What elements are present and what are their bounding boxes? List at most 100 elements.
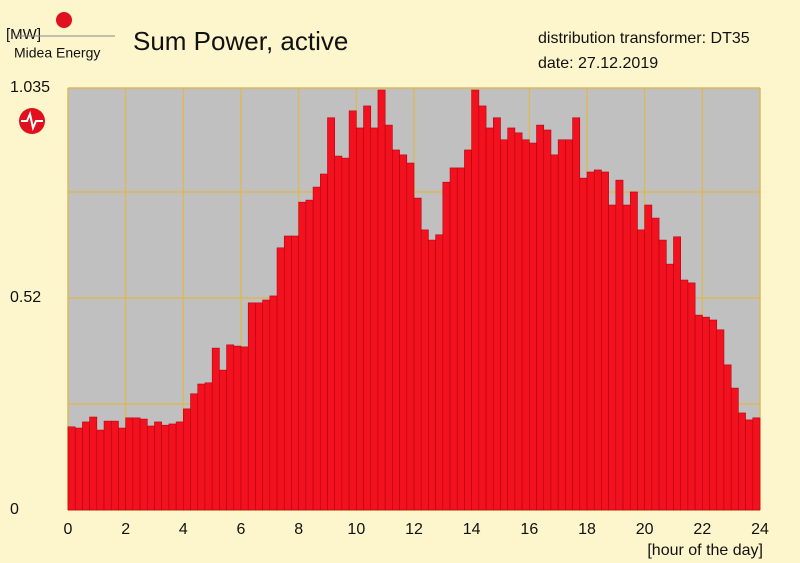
bar	[658, 239, 667, 511]
bar	[622, 204, 631, 511]
bar	[615, 179, 624, 511]
bar	[521, 139, 530, 511]
bar	[226, 344, 235, 511]
bar	[348, 110, 357, 511]
y-axis-label: [MW]	[6, 26, 41, 43]
x-tick-label: 2	[121, 521, 130, 538]
bar	[723, 364, 732, 511]
bar	[492, 117, 501, 511]
brand: Midea Energy	[14, 45, 100, 61]
bar	[219, 369, 227, 511]
bar	[110, 420, 119, 511]
bar	[687, 282, 696, 511]
bar	[629, 191, 638, 511]
y-tick-label: 0	[10, 501, 19, 518]
bar	[161, 424, 170, 511]
bar	[291, 235, 299, 511]
bar	[500, 139, 509, 511]
x-tick-label: 4	[179, 521, 188, 538]
bar	[730, 387, 739, 511]
bar	[103, 420, 112, 511]
bar	[752, 417, 761, 511]
bar	[529, 142, 537, 511]
bar	[471, 89, 480, 511]
bar	[125, 417, 134, 511]
y-tick-label: 0.52	[10, 289, 41, 306]
bar	[608, 204, 617, 511]
bar	[269, 295, 278, 511]
x-tick-label: 6	[237, 521, 246, 538]
bar	[413, 197, 422, 511]
bar	[298, 201, 307, 511]
chart-title: Sum Power, active	[133, 26, 348, 56]
bar	[428, 239, 436, 511]
bar	[82, 421, 90, 511]
bar	[327, 117, 336, 511]
bar	[334, 155, 343, 511]
bar	[442, 181, 451, 511]
bar	[262, 299, 271, 511]
bar	[305, 199, 314, 511]
bar	[67, 426, 76, 511]
bar	[384, 124, 393, 511]
x-tick-label: 22	[693, 521, 711, 538]
bar	[456, 167, 465, 511]
bar	[680, 279, 689, 511]
x-tick-label: 18	[578, 521, 596, 538]
x-tick-label: 24	[751, 521, 769, 538]
bar	[197, 383, 206, 511]
x-tick-label: 0	[64, 521, 73, 538]
bar	[406, 162, 415, 511]
bar	[565, 139, 573, 511]
bar	[183, 408, 191, 511]
bar	[341, 157, 350, 511]
bar	[118, 427, 126, 511]
bar	[283, 235, 292, 511]
y-tick-label: 1.035	[10, 79, 50, 96]
bar	[399, 154, 408, 511]
bar	[702, 316, 710, 511]
bar	[96, 429, 105, 511]
x-tick-label: 14	[463, 521, 481, 538]
bar	[738, 412, 746, 511]
x-tick-label: 20	[636, 521, 654, 538]
x-tick-label: 12	[405, 521, 423, 538]
bar	[694, 314, 703, 511]
bar	[175, 421, 184, 511]
bar	[644, 204, 653, 511]
pulse-icon	[19, 108, 45, 134]
bar	[420, 229, 429, 511]
x-tick-label: 16	[520, 521, 538, 538]
bar	[312, 186, 321, 511]
bar	[586, 171, 595, 511]
bar	[637, 229, 645, 511]
bar	[204, 382, 213, 511]
bar	[89, 416, 98, 511]
bar	[233, 345, 242, 511]
x-axis-label: [hour of the day]	[647, 542, 763, 559]
bar	[485, 127, 494, 511]
bar	[557, 139, 566, 511]
bar	[665, 263, 674, 511]
bar	[190, 393, 199, 511]
bar	[146, 425, 155, 511]
bar	[356, 127, 364, 511]
bar	[593, 169, 602, 511]
bar	[240, 346, 249, 511]
bar	[745, 419, 754, 511]
bar	[651, 217, 660, 511]
bar	[255, 302, 263, 511]
x-tick-label: 8	[294, 521, 303, 538]
bar	[449, 167, 458, 511]
bar	[154, 421, 163, 511]
bar	[377, 89, 386, 511]
bar	[276, 247, 285, 511]
subtitle: date: 27.12.2019	[538, 55, 658, 72]
bar	[139, 418, 148, 511]
bar	[74, 427, 83, 511]
bar	[392, 149, 400, 511]
bar	[247, 302, 256, 511]
bar	[370, 127, 379, 511]
